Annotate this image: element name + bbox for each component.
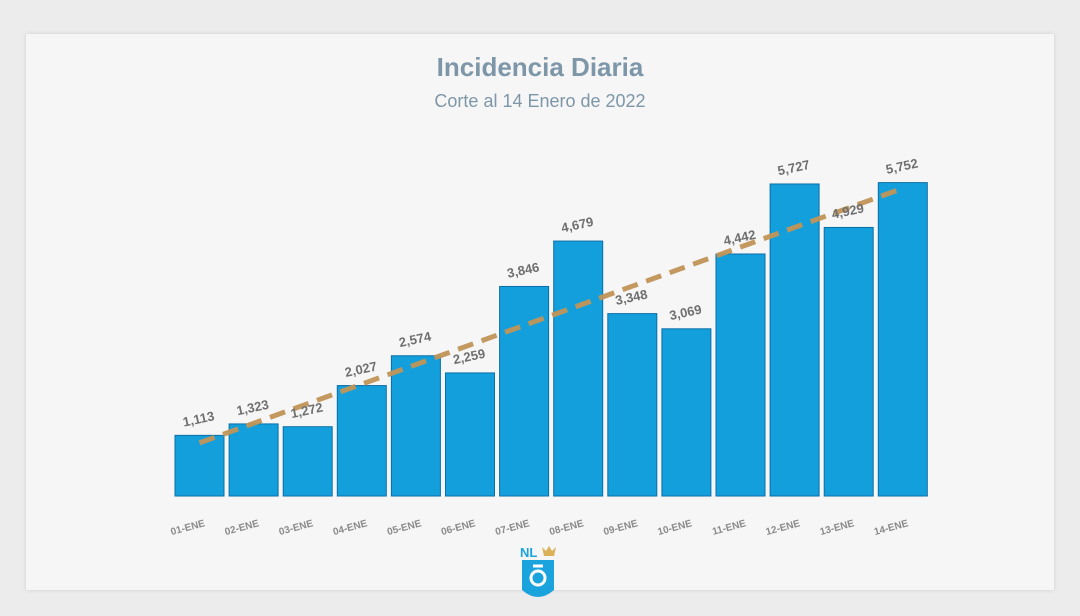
bar — [282, 426, 333, 497]
x-tick-label: 10-ENE — [657, 518, 694, 538]
bar — [823, 226, 874, 497]
data-label: 4,442 — [722, 227, 757, 248]
x-tick-label: 13-ENE — [819, 518, 856, 538]
bar — [553, 240, 604, 497]
x-tick-label: 01-ENE — [170, 518, 207, 538]
data-label: 4,679 — [560, 214, 595, 235]
bar — [877, 182, 928, 497]
data-label: 4,929 — [830, 200, 865, 221]
bar — [336, 385, 387, 497]
data-label: 1,272 — [289, 400, 324, 421]
x-tick-label: 05-ENE — [386, 518, 423, 538]
x-tick-label: 09-ENE — [602, 518, 639, 538]
bar — [607, 313, 658, 497]
bar — [661, 328, 712, 497]
bar — [445, 372, 495, 497]
nl-logo: NL — [516, 542, 560, 606]
data-label: 5,752 — [884, 155, 919, 176]
data-label: 5,727 — [776, 157, 811, 178]
x-tick-label: 03-ENE — [278, 518, 315, 538]
data-label: 3,348 — [614, 286, 649, 307]
x-tick-label: 08-ENE — [548, 518, 585, 538]
x-tick-label: 07-ENE — [494, 518, 531, 538]
x-tick-label: 02-ENE — [224, 518, 261, 538]
logo-text: NL — [520, 545, 537, 560]
bar — [715, 253, 766, 497]
data-label: 1,323 — [235, 397, 270, 418]
bar — [228, 423, 279, 497]
x-tick-label: 14-ENE — [873, 518, 910, 538]
bar — [390, 355, 441, 497]
x-tick-label: 12-ENE — [765, 518, 802, 538]
chart-subtitle: Corte al 14 Enero de 2022 — [434, 91, 646, 111]
x-tick-label: 11-ENE — [711, 518, 747, 538]
data-label: 2,027 — [343, 358, 378, 379]
data-label: 2,259 — [452, 346, 487, 367]
chart-title: Incidencia Diaria — [436, 52, 644, 82]
x-tick-label: 04-ENE — [332, 518, 369, 538]
data-label: 3,846 — [506, 259, 541, 280]
bar — [769, 183, 820, 497]
bar — [174, 434, 225, 497]
data-label: 2,574 — [397, 328, 433, 350]
data-label: 1,113 — [181, 408, 215, 429]
data-label: 3,069 — [668, 302, 703, 323]
x-tick-label: 06-ENE — [440, 518, 477, 538]
